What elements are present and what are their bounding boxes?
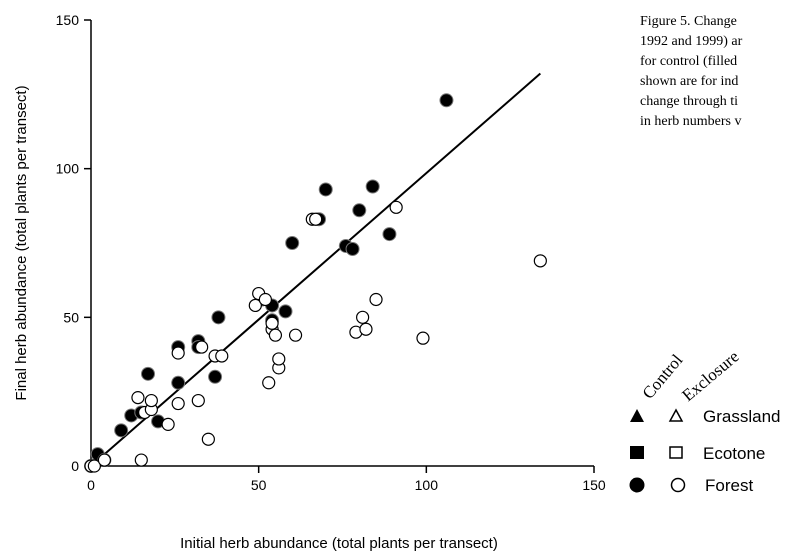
forest-control-marker (629, 477, 645, 493)
forest-control-point (278, 304, 293, 319)
forest-control-point (211, 310, 226, 325)
forest-exclosure-point (201, 432, 215, 446)
x-tick-label: 0 (87, 477, 95, 493)
legend-header-control: Control (639, 350, 687, 402)
y-axis-label: Final herb abundance (total plants per t… (13, 85, 30, 400)
forest-exclosure-point (272, 352, 286, 366)
forest-exclosure-point (248, 298, 262, 313)
grassland-control-marker (630, 409, 644, 422)
legend-header-exclosure: Exclosure (678, 347, 742, 405)
tick-labels: 0 50 100 150 0 50 100 150 (56, 12, 606, 493)
forest-exclosure-point (171, 346, 185, 360)
forest-exclosure-point (195, 340, 209, 354)
caption-line: Figure 5. Change (640, 14, 737, 29)
forest-exclosure-point (87, 459, 101, 473)
x-tick-label: 100 (415, 477, 439, 493)
forest-exclosure-point (288, 328, 303, 342)
forest-control-point (171, 375, 186, 390)
forest-exclosure-point (144, 393, 158, 408)
legend-label-grassland: Grassland (703, 407, 780, 426)
y-tick-label: 150 (56, 12, 80, 28)
forest-exclosure-point (359, 322, 373, 336)
forest-exclosure-point (171, 396, 185, 411)
legend-label-ecotone: Ecotone (703, 444, 765, 463)
grassland-exclosure-marker (668, 408, 684, 422)
caption-line: shown are for ind (640, 74, 739, 89)
legend: Control Exclosure Grassland Ecotone Fore… (629, 347, 780, 495)
x-tick-label: 50 (251, 477, 267, 493)
forest-exclosure-point (191, 393, 205, 408)
forest-exclosure-point (134, 453, 148, 467)
caption-line: for control (filled (640, 54, 738, 69)
forest-control-point (318, 182, 333, 197)
forest-exclosure-point (97, 453, 112, 467)
caption-line: in herb numbers v (640, 114, 742, 129)
forest-control-point (345, 241, 360, 256)
forest-control-point (285, 236, 300, 250)
forest-control-point (352, 203, 367, 218)
regression-line (90, 72, 542, 467)
data-points (84, 93, 547, 473)
caption-line: 1992 and 1999) ar (640, 34, 743, 49)
y-tick-label: 100 (56, 161, 80, 177)
x-axis-label: Initial herb abundance (total plants per… (180, 535, 498, 552)
ecotone-exclosure-marker (669, 446, 683, 459)
forest-exclosure-point (262, 376, 276, 390)
forest-control-point (114, 423, 129, 438)
caption-line: change through ti (640, 94, 738, 109)
forest-exclosure-point (416, 331, 430, 345)
forest-control-point (365, 179, 380, 194)
forest-control-point (208, 369, 223, 384)
y-tick-label: 0 (71, 458, 79, 474)
forest-exclosure-point (533, 254, 547, 268)
forest-exclosure-point (356, 310, 370, 324)
forest-exclosure-point (215, 349, 229, 363)
forest-exclosure-marker (670, 477, 686, 493)
figure-caption: Figure 5. Change 1992 and 1999) ar for c… (640, 12, 805, 132)
axes (90, 20, 594, 467)
forest-control-point (382, 227, 397, 242)
forest-exclosure-point (258, 292, 272, 307)
ecotone-control-marker (630, 446, 644, 459)
forest-control-point (141, 366, 156, 381)
forest-exclosure-point (265, 316, 279, 330)
y-tick-label: 50 (63, 309, 79, 325)
forest-exclosure-point (389, 200, 403, 214)
forest-exclosure-point (161, 417, 175, 431)
forest-exclosure-point (131, 391, 145, 405)
forest-exclosure-point (309, 212, 323, 226)
x-tick-label: 150 (582, 477, 606, 493)
forest-exclosure-point (268, 328, 283, 342)
legend-label-forest: Forest (705, 476, 753, 495)
forest-control-point (439, 93, 454, 108)
forest-exclosure-point (369, 292, 383, 307)
